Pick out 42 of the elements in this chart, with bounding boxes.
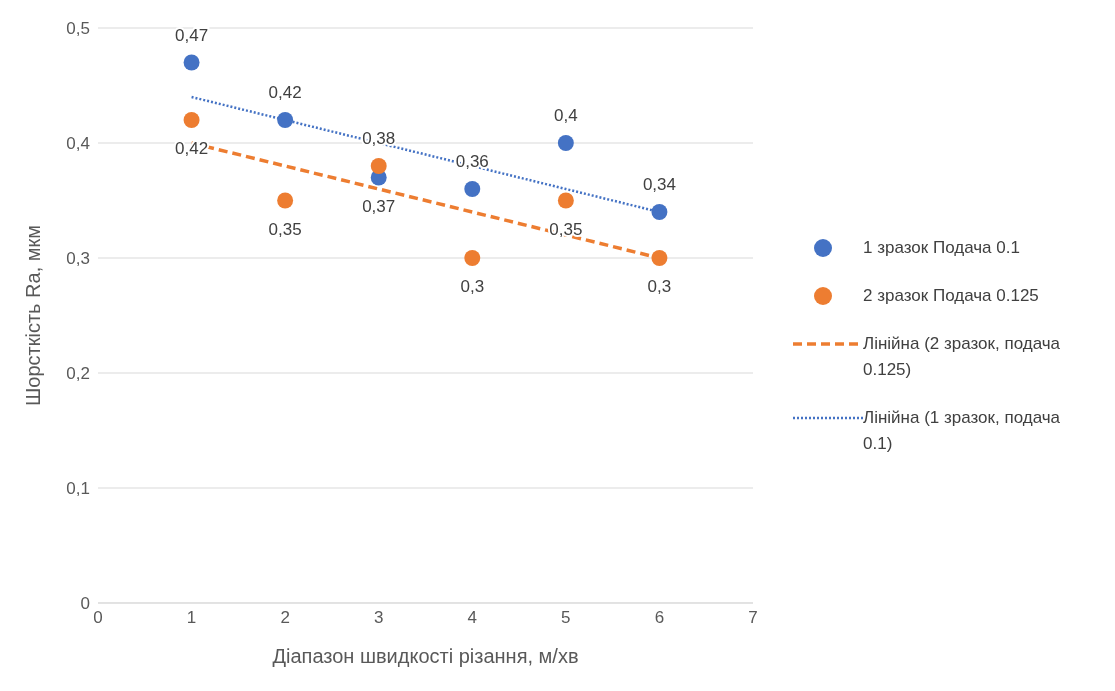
point <box>557 192 574 209</box>
data-label: 0,4 <box>554 106 578 125</box>
data-label: 0,35 <box>268 219 302 239</box>
x-tick-label: 6 <box>654 608 665 628</box>
point <box>277 112 294 128</box>
x-tick-label: 3 <box>373 608 384 628</box>
point <box>370 158 387 174</box>
data-label: 0,38 <box>362 129 396 148</box>
data-label: 0,35 <box>549 219 583 239</box>
legend-label: Лінійна (2 зразок, подача 0.125) <box>863 332 1062 381</box>
data-label: 0,3 <box>460 277 485 296</box>
legend-label: 2 зразок Подача 0.125 <box>863 284 1040 307</box>
y-tick-label: 0,5 <box>66 19 90 39</box>
data-label: 0,3 <box>647 277 672 296</box>
legend-label: 1 зразок Подача 0.1 <box>863 236 1021 259</box>
data-label: 0,47 <box>175 25 209 45</box>
data-label: 0,36 <box>455 152 489 171</box>
y-tick-label: 0,2 <box>66 364 90 384</box>
point <box>557 135 574 151</box>
point <box>277 192 294 209</box>
y-tick-label: 0,3 <box>66 249 90 269</box>
x-tick-label: 7 <box>748 608 758 628</box>
data-label: 0,34 <box>642 175 676 194</box>
x-tick-label: 5 <box>561 608 571 628</box>
y-tick-label: 0,1 <box>66 479 90 499</box>
x-tick-label: 4 <box>467 608 478 628</box>
legend-label: Лінійна (1 зразок, подача 0.1) <box>863 406 1062 455</box>
data-label: 0,37 <box>362 196 396 216</box>
point <box>183 54 200 71</box>
point <box>464 181 481 197</box>
point <box>183 112 200 128</box>
x-tick-label: 1 <box>186 608 197 628</box>
point <box>651 204 668 220</box>
data-label: 0,42 <box>175 139 209 158</box>
x-axis-title: Діапазон швидкості різання, м/хв <box>272 645 579 667</box>
x-tick-label: 0 <box>93 608 103 628</box>
x-tick-label: 2 <box>280 608 290 628</box>
y-tick-label: 0 <box>80 594 90 614</box>
y-tick-label: 0,4 <box>66 134 90 154</box>
data-label: 0,42 <box>268 83 302 102</box>
y-axis-title: Шорсткість Ra, мкм <box>22 225 45 406</box>
point <box>464 250 481 266</box>
